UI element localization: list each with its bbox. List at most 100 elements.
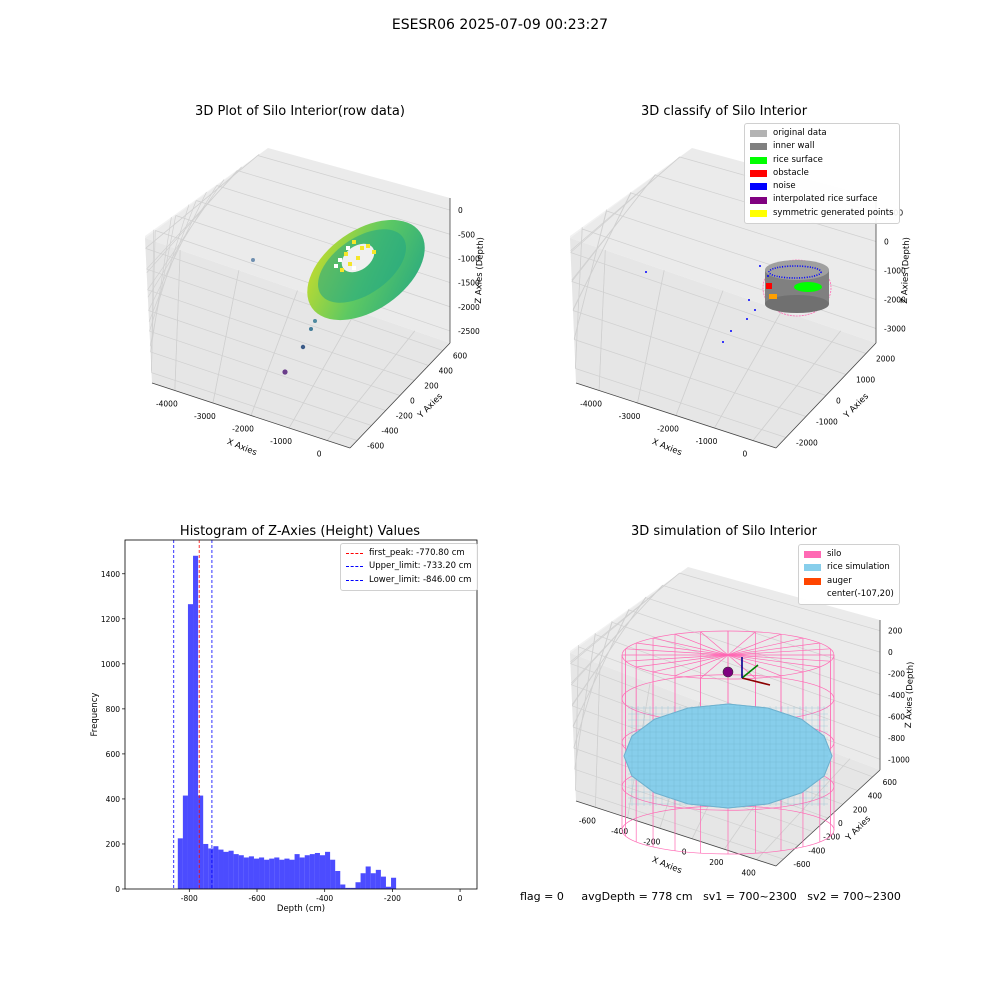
legend-label: inner wall	[773, 141, 815, 152]
y-tick-label: -400	[381, 427, 398, 436]
legend-entry: rice simulation	[804, 561, 894, 574]
y-axis-label: Frequency	[90, 693, 100, 737]
data-point	[334, 264, 338, 268]
legend-swatch	[750, 209, 767, 217]
y-tick-label: 600	[883, 778, 898, 787]
x-floor-grid-line	[174, 250, 181, 391]
center-marker	[722, 666, 734, 678]
histogram-bar	[385, 886, 392, 889]
x-floor-grid-line	[714, 310, 783, 429]
legend-label: silo	[827, 549, 842, 559]
symmetric-generated	[769, 294, 777, 299]
z-grid-line	[570, 572, 680, 662]
x-axis-label: X Axies	[650, 855, 683, 876]
y-tick-label: -400	[808, 846, 825, 855]
z-tick-label: -200	[888, 670, 905, 679]
auger-x-arrow	[741, 677, 771, 686]
x-tick-label: -800	[181, 894, 198, 903]
legend-swatch	[804, 591, 821, 598]
x-tick-label: -3000	[619, 412, 641, 421]
histogram-bar	[345, 887, 351, 889]
silo-roof-spoke	[727, 654, 782, 677]
silo-roof-spoke	[625, 648, 729, 656]
x-tick-label: -400	[316, 894, 333, 903]
panel4-legend: silo rice simulation auger center(-107,20)	[798, 544, 900, 606]
z-tick-label: -1000	[884, 267, 906, 276]
silo-roof-spoke	[636, 654, 729, 668]
x-tick-label: -400	[611, 827, 628, 836]
x-axis-label: Depth (cm)	[277, 904, 325, 914]
status-footer: flag = 0 avgDepth = 778 cm sv1 = 700~230…	[520, 890, 901, 903]
data-point	[754, 309, 756, 311]
sv2-readout: sv2 = 700~2300	[807, 890, 901, 903]
histogram-legend: first_peak: -770.80 cm Upper_limit: -733.…	[340, 543, 478, 591]
data-point	[348, 262, 352, 266]
y-tick-label: 400	[868, 792, 883, 801]
z-grid-line	[147, 185, 218, 298]
silo-roof-spoke	[674, 633, 729, 656]
z-axis-label: Z Axies (Depth)	[904, 661, 916, 728]
histogram-bar	[259, 857, 265, 889]
silo-roof-spoke	[674, 654, 729, 677]
z-grid-line	[628, 609, 881, 696]
histogram-bar	[299, 857, 305, 889]
legend-entry: silo	[804, 548, 894, 561]
legend-label: center(-107,20)	[827, 588, 894, 599]
panel2-legend: original data inner wall rice surface obsta…	[744, 123, 900, 225]
z-grid-line	[645, 597, 881, 674]
plot-frame	[124, 539, 478, 890]
z-grid-line	[573, 622, 613, 748]
y-axis-label: Y Axies	[843, 814, 873, 844]
panel2-title: 3D classify of Silo Interior	[640, 104, 808, 119]
y-tick-label: 1400	[101, 570, 120, 579]
histogram-bar	[177, 838, 183, 889]
legend-line	[346, 566, 363, 568]
data-point	[251, 258, 255, 262]
legend-label: noise	[773, 181, 796, 192]
histogram-axes: -800 -600 -400 -200 0 0 200 400 600 800 1000 1200 14…	[90, 539, 478, 914]
z-grid-line	[606, 210, 877, 300]
x-floor-grid-line	[756, 758, 851, 860]
y-axis-line	[775, 342, 877, 449]
y-tick-label: 200	[424, 382, 439, 391]
inner-wall-top	[765, 260, 829, 280]
y-axis-line	[775, 769, 881, 867]
histogram-bars	[177, 555, 397, 889]
data-point	[746, 318, 748, 320]
symmetric-points	[762, 259, 832, 317]
z-tick-label: -800	[888, 734, 905, 743]
flag-readout: flag = 0	[520, 890, 564, 903]
avg-depth-readout: avgDepth = 778 cm	[581, 890, 693, 903]
legend-swatch	[750, 143, 767, 151]
histogram-bar	[264, 859, 270, 889]
x-floor-grid-line	[595, 664, 601, 808]
obstacle	[766, 283, 772, 289]
silo-roof-spoke	[727, 637, 804, 656]
data-point	[366, 244, 370, 248]
x-axis-line	[575, 800, 777, 867]
z-grid-line	[237, 170, 451, 235]
silo-roof-spoke	[700, 654, 729, 679]
legend-entry: Lower_limit: -846.00 cm	[346, 574, 472, 587]
legend-label: obstacle	[773, 167, 809, 178]
grid-lines	[570, 572, 881, 860]
histogram-bar	[294, 854, 300, 889]
histogram-bar	[233, 854, 239, 889]
legend-label: original data	[773, 128, 827, 138]
histogram-bar	[391, 877, 397, 889]
z-tick-label: -600	[888, 712, 905, 721]
histogram-bar	[198, 795, 204, 889]
x-tick-label: -4000	[156, 400, 178, 409]
data-point	[282, 369, 288, 375]
legend-entry: symmetric generated points	[750, 207, 894, 220]
data-point	[748, 299, 750, 301]
z-grid-line	[151, 230, 156, 371]
histogram-bar	[365, 866, 371, 889]
data-point	[645, 271, 647, 273]
silo-roof-spoke	[727, 631, 756, 656]
panel4-title: 3D simulation of Silo Interior	[631, 524, 817, 539]
data-point	[300, 344, 306, 350]
legend-label: symmetric generated points	[773, 207, 894, 218]
z-grid-line	[679, 572, 881, 632]
y-tick-label: 600	[453, 352, 468, 361]
